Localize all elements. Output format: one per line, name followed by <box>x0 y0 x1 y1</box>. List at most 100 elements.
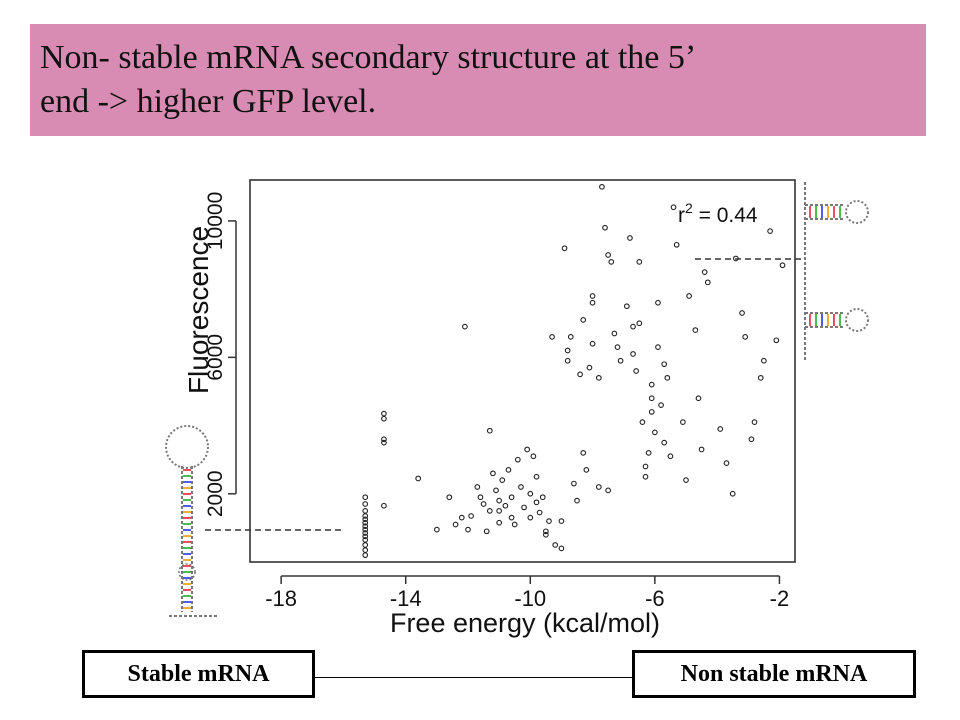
data-point <box>652 429 658 436</box>
data-point <box>642 473 649 480</box>
hairpin-loop <box>165 425 209 469</box>
data-point <box>673 241 680 248</box>
data-point <box>552 542 559 548</box>
data-point <box>739 310 745 316</box>
data-point <box>362 513 369 519</box>
data-point <box>751 419 758 426</box>
data-point <box>574 497 580 504</box>
data-point <box>468 513 474 519</box>
data-point <box>779 262 786 269</box>
data-point <box>549 334 555 340</box>
data-point <box>362 542 369 548</box>
data-point <box>533 499 540 506</box>
data-point <box>642 463 649 470</box>
data-point <box>773 337 780 344</box>
data-point <box>636 320 643 327</box>
data-point <box>630 351 636 357</box>
x-tick-label: -14 <box>390 586 422 611</box>
y-axis-label: Fluorescence <box>183 226 214 394</box>
data-point <box>636 259 643 265</box>
data-point <box>452 521 459 528</box>
data-point <box>648 395 655 402</box>
data-point <box>589 299 596 306</box>
data-point <box>627 235 633 241</box>
data-point <box>381 415 387 422</box>
data-point <box>680 419 686 426</box>
x-tick-label: -6 <box>645 586 665 611</box>
data-point <box>658 402 664 408</box>
x-tick-label: -10 <box>514 586 546 611</box>
data-point <box>655 344 661 350</box>
data-point <box>505 467 512 473</box>
data-point <box>496 519 502 526</box>
y-tick-label: 2000 <box>204 470 227 517</box>
data-point <box>595 484 602 490</box>
data-point <box>729 490 736 497</box>
data-point <box>645 450 652 456</box>
data-point <box>602 224 608 231</box>
data-point <box>508 494 515 501</box>
data-point <box>434 526 440 533</box>
data-point <box>742 334 749 340</box>
data-point <box>543 528 549 535</box>
data-point <box>661 439 668 446</box>
data-point <box>362 533 369 540</box>
data-point <box>580 316 587 323</box>
hairpin-bulge <box>178 563 196 581</box>
hairpin-loop <box>845 200 869 224</box>
data-point <box>630 323 636 330</box>
data-point <box>704 279 711 286</box>
data-point <box>558 518 565 524</box>
data-point <box>483 528 490 535</box>
data-point <box>362 523 369 530</box>
data-point <box>381 436 387 443</box>
data-point <box>496 497 502 504</box>
data-point <box>486 507 493 514</box>
data-point <box>486 427 493 434</box>
data-point <box>530 453 537 460</box>
data-point <box>362 530 369 536</box>
data-point <box>564 347 571 354</box>
data-point <box>521 504 527 511</box>
data-point <box>577 371 583 378</box>
data-point <box>655 299 661 306</box>
data-point <box>496 507 502 514</box>
data-point <box>446 494 453 501</box>
r-superscript: 2 <box>685 200 693 216</box>
data-point <box>586 364 593 371</box>
hairpin-loop <box>845 308 869 332</box>
data-point <box>589 340 596 347</box>
data-point <box>477 494 484 501</box>
data-point <box>571 480 577 487</box>
data-point <box>362 516 369 523</box>
data-point <box>527 490 534 497</box>
title-banner: Non- stable mRNA secondary structure at … <box>30 24 926 136</box>
data-point <box>490 470 496 477</box>
data-point <box>611 330 618 337</box>
data-point <box>664 374 671 381</box>
data-point <box>589 293 596 299</box>
data-point <box>561 245 568 252</box>
data-point <box>381 439 387 446</box>
x-tick-label: -2 <box>770 586 790 611</box>
data-point <box>362 507 369 514</box>
data-point <box>362 552 369 559</box>
data-point <box>499 477 506 483</box>
r-squared-annotation: r2 = 0.44 <box>678 200 758 227</box>
data-point <box>564 357 571 364</box>
data-point <box>493 487 499 494</box>
data-point <box>536 509 543 516</box>
data-point <box>511 521 518 528</box>
data-point <box>623 303 630 310</box>
data-point <box>599 183 605 190</box>
data-point <box>381 410 387 417</box>
data-point <box>639 419 646 426</box>
data-point <box>465 526 471 533</box>
y-tick-label: 10000 <box>204 192 227 250</box>
data-point <box>381 502 387 509</box>
data-point <box>480 501 487 507</box>
data-point <box>648 409 655 415</box>
connector-line <box>315 677 632 678</box>
data-point <box>717 426 724 432</box>
